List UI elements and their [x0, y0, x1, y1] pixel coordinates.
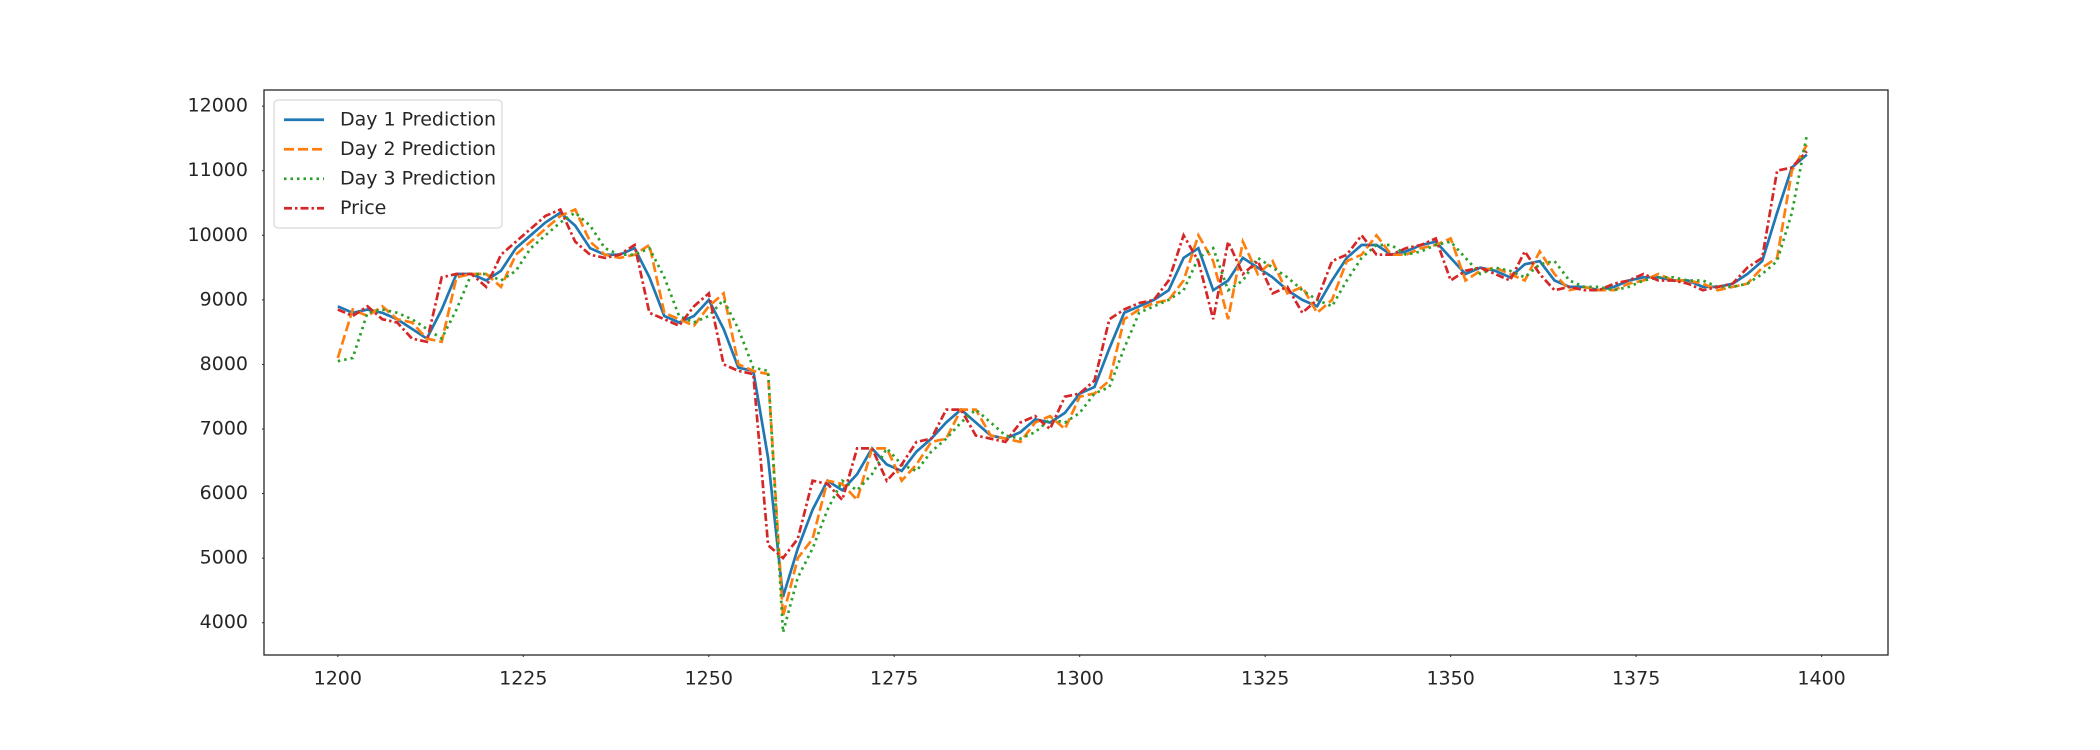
x-tick-label: 1350	[1426, 668, 1474, 690]
legend-label: Day 3 Prediction	[340, 167, 496, 189]
y-tick-label: 10000	[188, 224, 248, 246]
legend-label: Day 2 Prediction	[340, 138, 496, 160]
y-tick-label: 7000	[200, 418, 248, 440]
series-line	[336, 144, 1808, 617]
legend-box	[273, 99, 503, 229]
legend-label: Day 1 Prediction	[340, 108, 496, 130]
y-tick-label: 6000	[200, 482, 248, 504]
x-tick-label: 1275	[870, 668, 918, 690]
x-tick-label: 1300	[1056, 668, 1104, 690]
x-tick-label: 1250	[685, 668, 733, 690]
x-tick-label: 1200	[314, 668, 362, 690]
y-tick-label: 5000	[200, 547, 248, 569]
plot-frame	[263, 89, 1889, 656]
x-tick-label: 1375	[1612, 668, 1660, 690]
series-line	[337, 150, 1808, 561]
series-line	[337, 134, 1809, 633]
y-tick-label: 11000	[188, 159, 248, 181]
x-tick-label: 1225	[499, 668, 547, 690]
series-line	[337, 153, 1808, 598]
y-tick-label: 4000	[200, 611, 248, 633]
y-tick-label: 9000	[200, 288, 248, 310]
legend-label: Price	[340, 197, 386, 219]
y-tick-label: 8000	[200, 353, 248, 375]
x-tick-label: 1325	[1241, 668, 1289, 690]
x-tick-label: 1400	[1797, 668, 1845, 690]
y-tick-label: 12000	[188, 95, 248, 117]
